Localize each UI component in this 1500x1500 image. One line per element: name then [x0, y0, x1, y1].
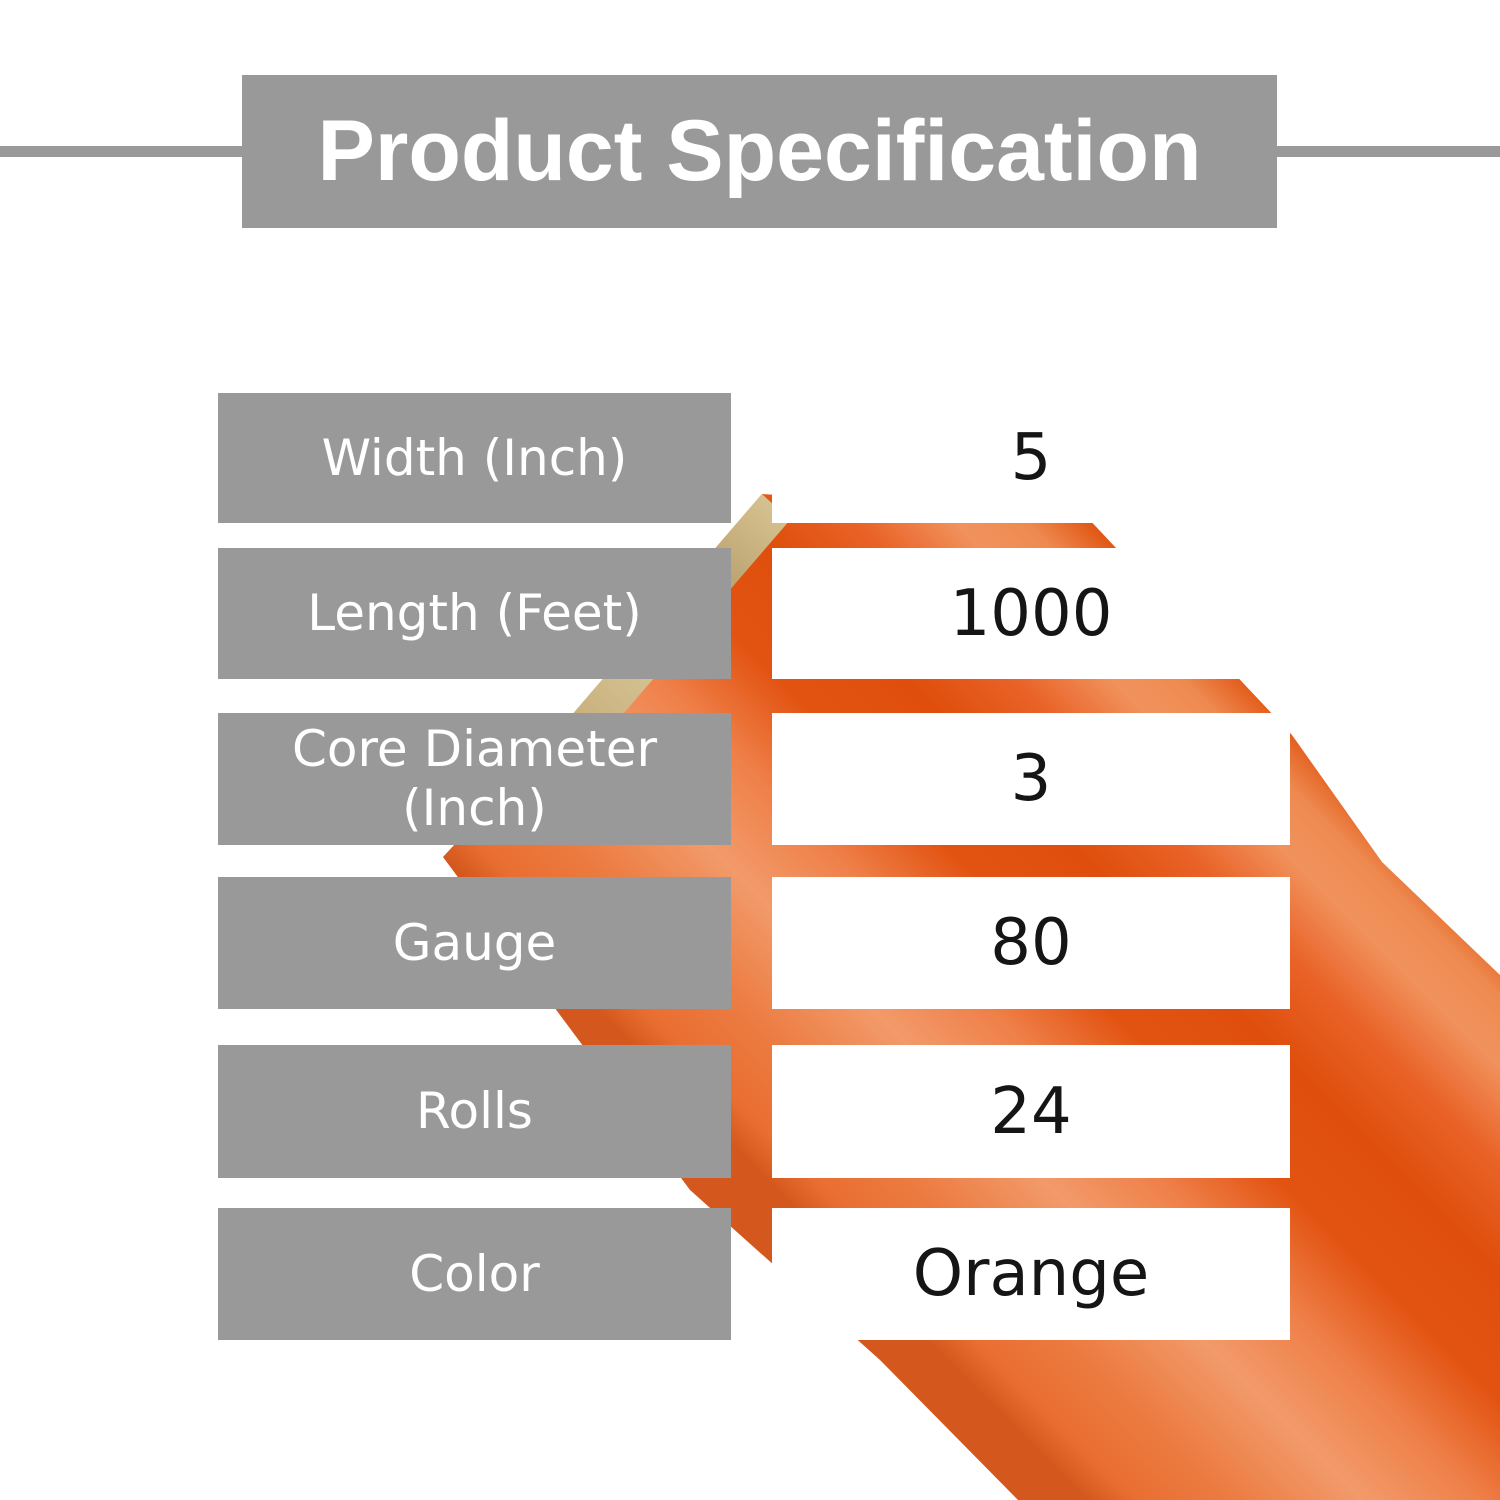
spec-label-width: Width (Inch) — [218, 393, 731, 523]
spec-value-text: Orange — [912, 1237, 1150, 1311]
spec-label-text: Color — [409, 1244, 540, 1303]
spec-label-text: Gauge — [392, 913, 557, 972]
spec-value-core-diameter: 3 — [772, 713, 1290, 845]
spec-label-text: Core Diameter (Inch) — [291, 720, 658, 837]
spec-label-color: Color — [218, 1208, 731, 1340]
page-title: Product Specification — [317, 103, 1202, 199]
spec-value-rolls: 24 — [772, 1045, 1290, 1178]
spec-label-core-diameter: Core Diameter (Inch) — [218, 713, 731, 845]
spec-label-rolls: Rolls — [218, 1045, 731, 1178]
spec-value-color: Orange — [772, 1208, 1290, 1340]
spec-value-text: 3 — [1010, 742, 1052, 816]
spec-label-gauge: Gauge — [218, 877, 731, 1009]
spec-value-text: 24 — [990, 1074, 1072, 1149]
spec-label-text: Width (Inch) — [321, 428, 628, 487]
spec-label-length: Length (Feet) — [218, 548, 731, 679]
spec-value-text: 80 — [990, 906, 1072, 980]
spec-value-width: 5 — [772, 393, 1290, 523]
spec-value-text: 1000 — [949, 576, 1113, 651]
spec-value-text: 5 — [1010, 421, 1052, 495]
spec-value-length: 1000 — [772, 548, 1290, 679]
spec-label-text: Length (Feet) — [307, 584, 642, 642]
title-banner: Product Specification — [242, 75, 1277, 228]
spec-label-text: Rolls — [416, 1082, 533, 1140]
spec-value-gauge: 80 — [772, 877, 1290, 1009]
